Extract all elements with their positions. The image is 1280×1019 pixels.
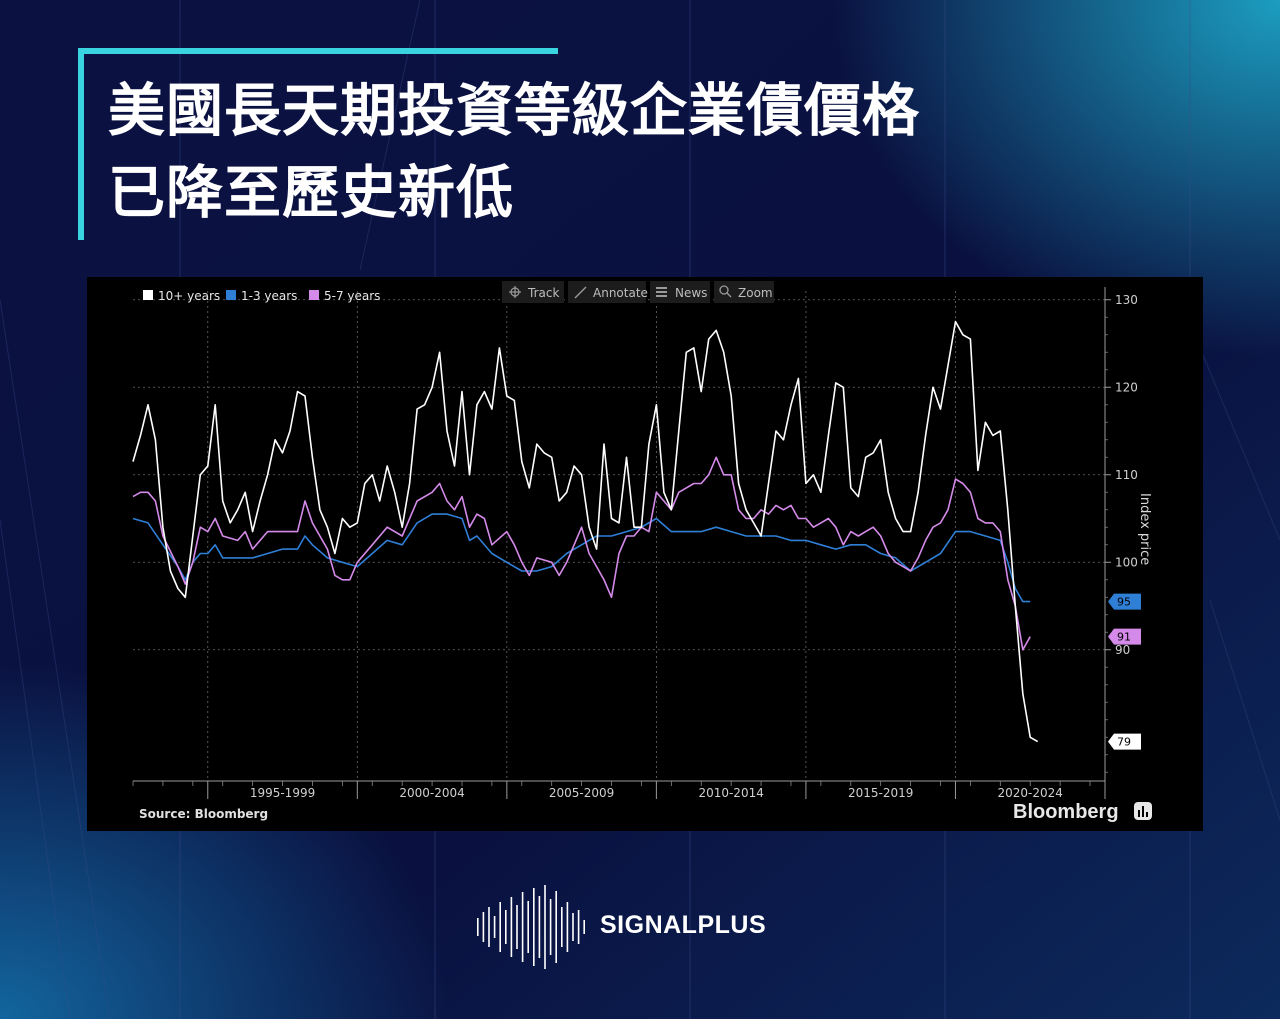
x-tick-label: 2005-2009 <box>549 786 614 800</box>
waveform-bar <box>538 896 541 958</box>
waveform-bar <box>533 888 535 966</box>
waveform-bar <box>577 910 580 944</box>
series-line-2 <box>132 456 1031 651</box>
waveform-bar <box>527 901 529 953</box>
bloomberg-logo: Bloomberg <box>1013 801 1119 823</box>
x-tick-label: 2000-2004 <box>399 786 464 800</box>
x-tick-label: 2020-2024 <box>998 786 1063 800</box>
legend-swatch-1-3 <box>226 290 236 300</box>
waveform-bar <box>510 897 513 957</box>
line-chart: 90 100 110 120 130 1995-1999 2000-2004 2005-200… <box>132 281 1152 823</box>
waveform-bar <box>572 913 574 941</box>
signalplus-waveform-icon <box>477 885 585 969</box>
headline: 美國長天期投資等級企業債價格 已降至歷史新低 <box>108 70 920 234</box>
last-value-label: 95 <box>1117 596 1131 609</box>
waveform-bar <box>516 905 518 949</box>
waveform-bar <box>555 891 557 963</box>
y-tick-label: 90 <box>1115 643 1130 657</box>
waveform-bar <box>505 910 507 944</box>
last-value-marker-1: 95 <box>1108 593 1141 610</box>
track-button[interactable]: Track <box>502 281 564 303</box>
chart-toolbar: Track Annotate News <box>502 281 774 303</box>
track-label: Track <box>527 286 559 300</box>
headline-line-1: 美國長天期投資等級企業債價格 <box>108 78 920 144</box>
legend[interactable]: 10+ years 1-3 years 5-7 years <box>143 289 380 303</box>
news-icon <box>656 287 667 297</box>
y-tick-label: 130 <box>1115 293 1138 307</box>
annotate-button[interactable]: Annotate <box>568 281 648 303</box>
legend-label-5-7: 5-7 years <box>324 289 380 303</box>
waveform-bar <box>499 902 501 952</box>
news-button[interactable]: News <box>650 281 710 303</box>
y-tick-label: 100 <box>1115 555 1138 569</box>
waveform-bar <box>583 920 585 934</box>
zoom-button[interactable]: Zoom <box>714 281 774 303</box>
waveform-bar <box>482 912 485 942</box>
x-tick-label: 2010-2014 <box>698 786 763 800</box>
news-label: News <box>675 286 707 300</box>
zoom-icon <box>719 285 732 298</box>
last-value-label: 79 <box>1117 736 1131 749</box>
waveform-bar <box>477 918 479 936</box>
brand-name: SIGNALPLUS <box>600 911 767 939</box>
last-value-marker-2: 91 <box>1108 628 1141 645</box>
source-label: Source: Bloomberg <box>139 807 268 821</box>
y-tick-label: 120 <box>1115 380 1138 394</box>
waveform-bar <box>521 892 524 962</box>
y-tick-label: 110 <box>1115 468 1138 482</box>
track-icon <box>509 286 521 298</box>
waveform-bar <box>561 907 563 947</box>
annotate-label: Annotate <box>593 286 648 300</box>
series-layer <box>132 320 1039 743</box>
bloomberg-chart-icon <box>1134 802 1152 820</box>
axis-layer: 90 100 110 120 130 1995-1999 2000-2004 2005-200… <box>132 287 1141 800</box>
legend-label-1-3: 1-3 years <box>241 289 297 303</box>
waveform-bar <box>544 885 546 969</box>
zoom-label: Zoom <box>738 286 773 300</box>
annotate-icon <box>574 286 587 299</box>
legend-label-10plus: 10+ years <box>158 289 220 303</box>
legend-swatch-5-7 <box>309 290 319 300</box>
waveform-bar <box>566 902 569 952</box>
headline-accent-bar-top <box>78 48 558 54</box>
last-value-marker-0: 79 <box>1108 733 1141 750</box>
last-value-label: 91 <box>1117 631 1131 644</box>
grid-layer <box>133 291 1106 781</box>
series-line-0 <box>132 320 1039 743</box>
headline-accent-bar-left <box>78 48 84 240</box>
y-axis-title: Index price <box>1137 493 1152 565</box>
x-tick-label: 2015-2019 <box>848 786 913 800</box>
chart-panel: 90 100 110 120 130 1995-1999 2000-2004 2005-200… <box>87 277 1203 831</box>
headline-line-2: 已降至歷史新低 <box>108 160 514 226</box>
x-tick-label: 1995-1999 <box>250 786 315 800</box>
waveform-bar <box>488 907 490 947</box>
series-line-1 <box>132 513 1031 603</box>
waveform-bar <box>493 916 496 938</box>
waveform-bar <box>549 899 552 955</box>
legend-swatch-10plus <box>143 290 153 300</box>
